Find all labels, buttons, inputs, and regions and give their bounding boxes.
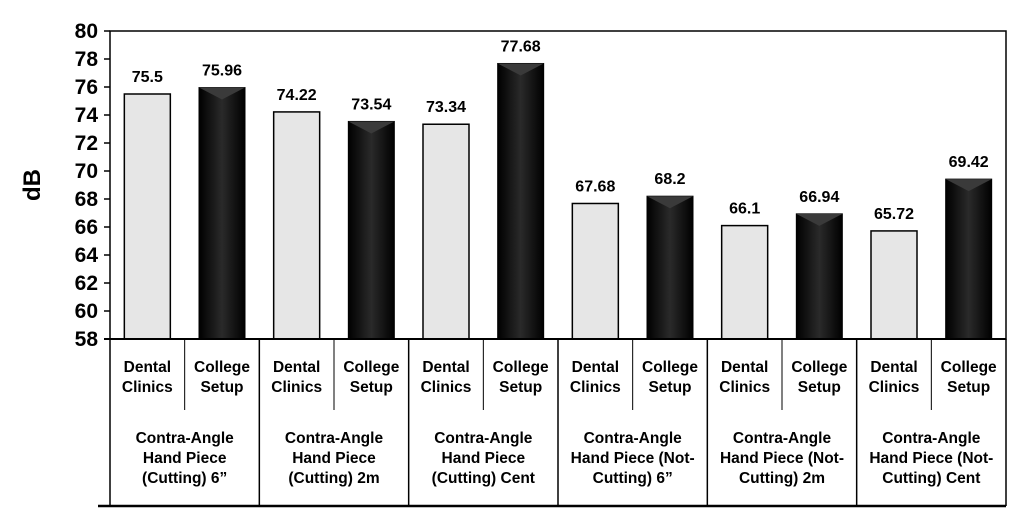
group-label: Hand Piece <box>292 450 376 467</box>
bar-bevel <box>199 87 245 100</box>
data-label: 67.68 <box>575 178 615 195</box>
y-axis-label: dB <box>19 169 46 201</box>
bar-category-label: Setup <box>350 379 393 396</box>
bar-category-label: College <box>493 359 549 376</box>
bar-category-label: College <box>642 359 698 376</box>
bar-category-label: Clinics <box>570 379 621 396</box>
bar-college-setup <box>347 120 395 340</box>
group-label: Hand Piece (Not- <box>869 450 993 467</box>
data-label: 75.96 <box>202 63 242 80</box>
bar-category-label: College <box>343 359 399 376</box>
group-label: Hand Piece (Not- <box>571 450 695 467</box>
bar-category-label: Dental <box>422 359 469 376</box>
bar-category-label: Setup <box>947 379 990 396</box>
bar-dental-clinics <box>720 224 769 340</box>
bar-dental-clinics <box>870 230 918 340</box>
group-label: Contra-Angle <box>285 430 384 447</box>
bar-category-label: College <box>194 359 250 376</box>
bar-college-setup <box>795 213 843 340</box>
group-label: Cutting) 6” <box>593 470 673 487</box>
y-tick-label: 62 <box>75 272 98 295</box>
bar-category-label: Clinics <box>719 379 770 396</box>
group-label: (Cutting) 6” <box>142 470 227 487</box>
y-tick-label: 74 <box>75 104 99 127</box>
bar-bevel <box>348 121 395 134</box>
bar-category-label: Setup <box>499 379 542 396</box>
bar-category-label: Setup <box>200 379 243 396</box>
data-label: 77.68 <box>501 38 541 55</box>
bar-college-setup <box>497 62 545 340</box>
bar-category-label: Setup <box>648 379 691 396</box>
bar-category-label: Dental <box>572 359 619 376</box>
bar-category-label: Clinics <box>869 379 920 396</box>
bar-category-label: Clinics <box>122 379 173 396</box>
data-label: 69.42 <box>949 154 989 171</box>
bar-category-label: College <box>941 359 997 376</box>
group-label: Contra-Angle <box>136 430 235 447</box>
group-label: (Cutting) 2m <box>288 470 379 487</box>
group-label: Contra-Angle <box>882 430 981 447</box>
bar-dental-clinics <box>272 111 321 340</box>
bar-category-label: Setup <box>798 379 841 396</box>
bar-dental-clinics <box>571 202 620 340</box>
data-label: 73.54 <box>351 96 391 113</box>
bar-category-label: Dental <box>124 359 171 376</box>
group-label: Contra-Angle <box>584 430 683 447</box>
bar-bevel <box>796 213 843 226</box>
y-tick-label: 66 <box>75 216 98 239</box>
bar-college-setup <box>945 178 993 340</box>
y-tick-label: 68 <box>75 188 99 211</box>
bar-category-label: Dental <box>273 359 320 376</box>
group-label: (Cutting) Cent <box>432 470 535 487</box>
y-tick-label: 80 <box>75 20 98 43</box>
data-label: 68.2 <box>654 171 685 188</box>
group-label: Hand Piece <box>442 450 526 467</box>
bar-category-label: College <box>791 359 847 376</box>
bar-category-label: Clinics <box>421 379 472 396</box>
y-tick-label: 78 <box>75 48 99 71</box>
bar-bevel <box>945 179 992 192</box>
data-label: 75.5 <box>132 69 163 86</box>
group-label: Cutting) Cent <box>882 470 980 487</box>
data-label: 66.1 <box>729 201 760 218</box>
bar-category-label: Dental <box>870 359 917 376</box>
bar-bevel <box>647 196 693 209</box>
bar-category-label: Dental <box>721 359 768 376</box>
y-tick-label: 64 <box>75 244 99 267</box>
bar-college-setup <box>198 87 246 340</box>
y-tick-label: 70 <box>75 160 98 183</box>
data-label: 65.72 <box>874 206 914 223</box>
data-label: 66.94 <box>799 189 839 206</box>
y-tick-label: 76 <box>75 76 98 99</box>
bar-dental-clinics <box>422 123 470 340</box>
bar-bevel <box>497 63 544 76</box>
y-tick-label: 72 <box>75 132 98 155</box>
group-label: Contra-Angle <box>434 430 533 447</box>
y-tick-label: 58 <box>75 328 99 351</box>
group-label: Hand Piece (Not- <box>720 450 844 467</box>
y-tick-label: 60 <box>75 300 98 323</box>
data-label: 74.22 <box>277 87 317 104</box>
group-label: Cutting) 2m <box>739 470 825 487</box>
bar-category-label: Clinics <box>271 379 322 396</box>
group-label: Hand Piece <box>143 450 227 467</box>
group-label: Contra-Angle <box>733 430 832 447</box>
data-label: 73.34 <box>426 99 466 116</box>
bar-dental-clinics <box>123 93 172 340</box>
bar-college-setup <box>646 195 694 340</box>
